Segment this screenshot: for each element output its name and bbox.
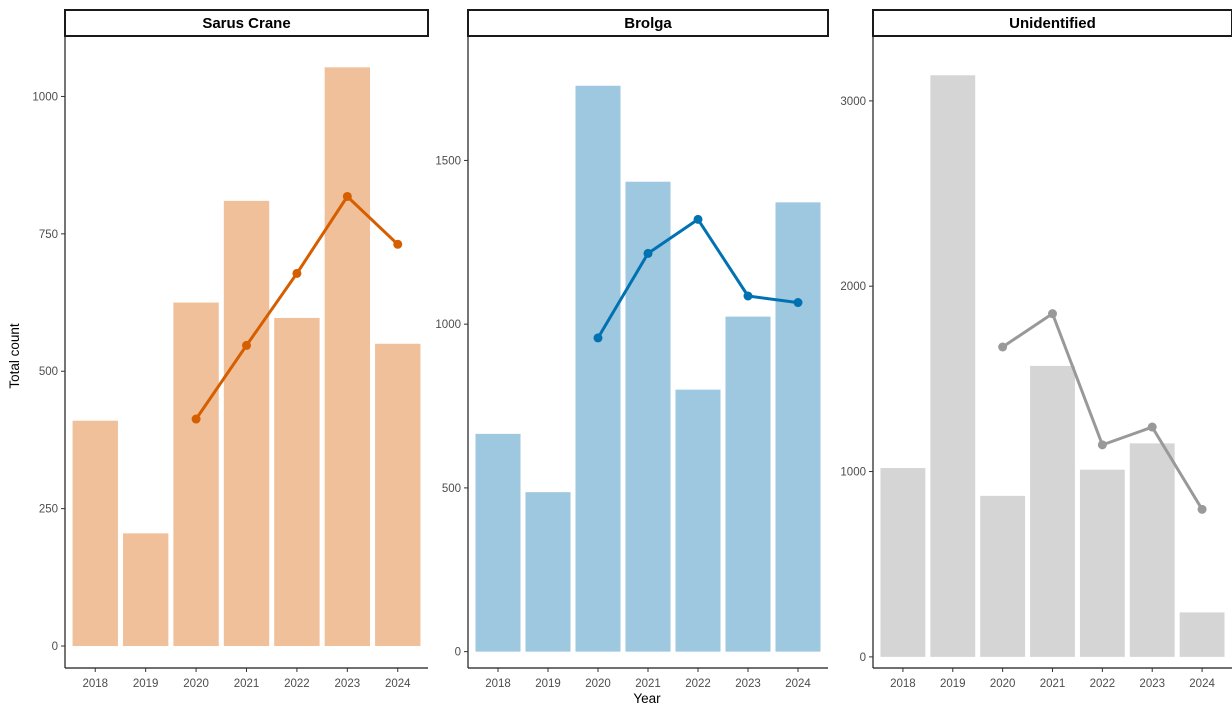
y-tick-label: 500 (39, 366, 58, 378)
y-tick-label: 750 (39, 229, 58, 241)
x-tick-label: 2021 (234, 678, 260, 690)
x-tick-label: 2024 (385, 678, 411, 690)
trend-point-2020 (191, 414, 201, 424)
bar-2018 (72, 420, 118, 647)
x-tick-label: 2022 (284, 678, 310, 690)
x-tick-label: 2023 (335, 678, 361, 690)
bar-2024 (1179, 612, 1225, 657)
x-tick-label: 2020 (585, 678, 611, 690)
facet-strip (872, 9, 1232, 37)
bar-2021 (1030, 365, 1075, 657)
panel-1: Sarus Crane 0 250 500 750 1000 2018 2019 2020 202… (32, 9, 429, 690)
x-tick-label: 2018 (82, 678, 108, 690)
trend-point-2022 (292, 268, 302, 278)
bar-2021 (223, 200, 270, 647)
x-tick-label: 2019 (535, 678, 561, 690)
x-tick-label: 2019 (133, 678, 159, 690)
bar-2024 (775, 202, 821, 652)
bar-2024 (375, 343, 421, 647)
y-tick-label: 1000 (435, 319, 461, 331)
panel-2: Brolga 0 500 1000 1500 2018 2019 2020 2021 2022 20… (435, 9, 829, 690)
y-tick-label: 500 (442, 483, 461, 495)
bar-2019 (525, 492, 571, 652)
facet-title: Sarus Crane (202, 15, 290, 32)
y-tick-label: 0 (455, 647, 461, 659)
bar-2023 (725, 316, 771, 652)
trend-point-2024 (393, 239, 403, 249)
trend-point-2022 (693, 214, 703, 224)
trend-point-2020 (593, 333, 603, 343)
x-tick-label: 2024 (785, 678, 811, 690)
x-tick-label: 2018 (890, 678, 916, 690)
y-tick-label: 0 (52, 641, 58, 653)
panel-3: Unidentified 0 1000 2000 3000 2018 2019 2020 202… (840, 9, 1232, 690)
y-tick-label: 1000 (840, 467, 866, 479)
bar-2023 (324, 67, 371, 647)
y-tick-label: 250 (39, 504, 58, 516)
x-tick-label: 2020 (990, 678, 1016, 690)
y-axis-title: Total count (7, 323, 22, 389)
x-tick-label: 2021 (1040, 678, 1066, 690)
x-axis-title: Year (633, 691, 661, 706)
y-tick-label: 2000 (840, 281, 866, 293)
facet-title: Brolga (624, 15, 672, 32)
trend-point-2023 (1147, 422, 1157, 432)
bar-2021 (625, 181, 671, 652)
trend-point-2021 (643, 248, 653, 258)
y-tick-label: 1000 (32, 91, 58, 103)
x-tick-label: 2023 (735, 678, 761, 690)
x-tick-label: 2024 (1189, 678, 1215, 690)
bar-2020 (173, 302, 219, 647)
x-tick-label: 2018 (485, 678, 511, 690)
bar-2022 (274, 317, 320, 647)
x-tick-label: 2022 (685, 678, 711, 690)
facet-title: Unidentified (1009, 15, 1096, 32)
y-tick-label: 1500 (435, 155, 461, 167)
bar-2018 (880, 468, 926, 657)
trend-point-2021 (242, 340, 251, 350)
trend-point-2024 (1197, 504, 1207, 514)
panels-layer: Sarus Crane 0 250 500 750 1000 2018 2019 2020 202… (32, 9, 1232, 690)
facet-strip (467, 9, 829, 37)
x-tick-label: 2020 (183, 678, 209, 690)
bar-2022 (675, 389, 721, 652)
x-tick-label: 2021 (635, 678, 661, 690)
y-tick-label: 3000 (840, 96, 866, 108)
bar-2020 (980, 495, 1026, 657)
trend-point-2020 (998, 342, 1008, 352)
facet-strip (64, 9, 429, 37)
trend-point-2023 (342, 191, 352, 201)
x-tick-label: 2019 (940, 678, 966, 690)
trend-point-2022 (1097, 440, 1107, 450)
bar-2018 (475, 433, 521, 652)
trend-point-2023 (743, 291, 753, 301)
bar-2023 (1129, 443, 1175, 657)
x-tick-label: 2022 (1090, 678, 1116, 690)
y-tick-label: 0 (860, 652, 866, 664)
x-tick-label: 2023 (1139, 678, 1165, 690)
trend-point-2024 (793, 298, 803, 308)
bar-2020 (575, 85, 621, 652)
bar-2022 (1079, 469, 1125, 657)
bar-2019 (122, 533, 169, 647)
bar-2019 (930, 75, 976, 657)
trend-point-2021 (1048, 309, 1057, 319)
